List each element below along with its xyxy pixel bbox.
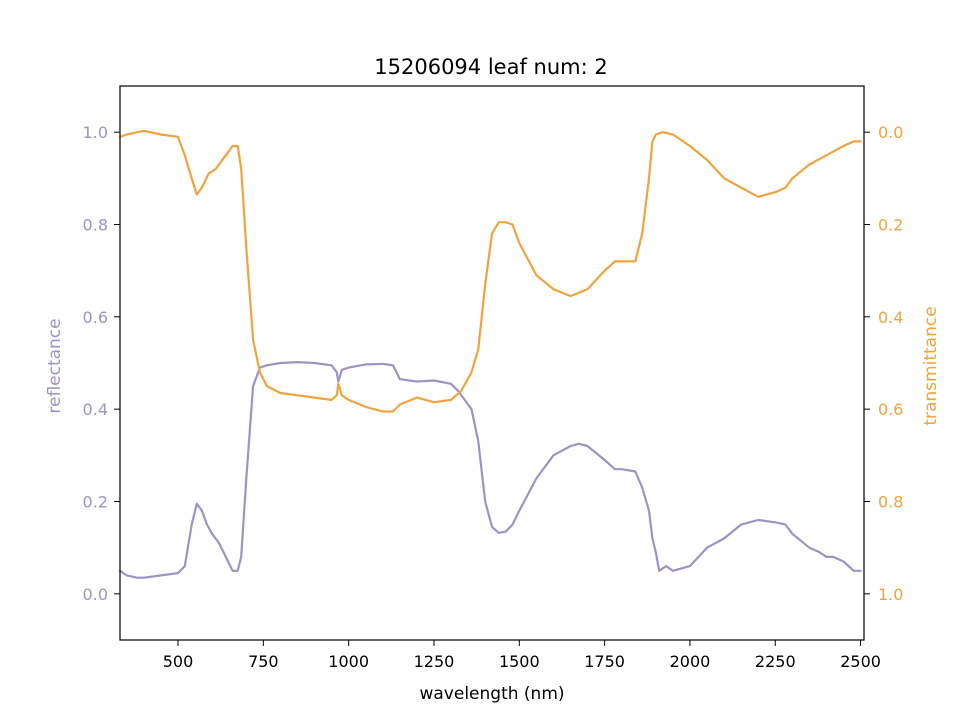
reflectance-series-line <box>118 361 862 579</box>
x-tick-label: 2250 <box>755 652 796 671</box>
left-tick-label: 0.2 <box>83 493 108 512</box>
x-tick-label: 2000 <box>670 652 711 671</box>
right-tick-label: 1.0 <box>878 585 903 604</box>
x-tick-label: 750 <box>248 652 279 671</box>
chart-title: 15206094 leaf num: 2 <box>374 55 607 79</box>
x-tick-label: 1250 <box>414 652 455 671</box>
left-tick-label: 0.6 <box>83 308 108 327</box>
x-tick-label: 500 <box>163 652 194 671</box>
transmittance-series-line <box>118 129 862 413</box>
right-tick-label: 0.4 <box>878 308 903 327</box>
right-tick-label: 0.0 <box>878 123 903 142</box>
left-tick-label: 1.0 <box>83 123 108 142</box>
plot-lines <box>118 129 862 579</box>
x-tick-label: 1500 <box>499 652 540 671</box>
plot-frame <box>119 85 865 641</box>
left-tick-label: 0.4 <box>83 400 108 419</box>
right-axis: 0.0 0.2 0.4 0.6 0.8 1.0 <box>864 123 903 604</box>
x-tick-label: 2500 <box>840 652 881 671</box>
right-tick-label: 0.2 <box>878 216 903 235</box>
left-tick-label: 0.0 <box>83 585 108 604</box>
right-tick-label: 0.6 <box>878 400 903 419</box>
x-axis-label: wavelength (nm) <box>419 684 564 704</box>
left-axis: 0.0 0.2 0.4 0.6 0.8 1.0 <box>83 123 120 604</box>
left-axis-label: reflectance <box>45 318 65 413</box>
left-tick-label: 0.8 <box>83 216 108 235</box>
x-tick-label: 1000 <box>328 652 369 671</box>
right-tick-label: 0.8 <box>878 493 903 512</box>
x-tick-label: 1750 <box>584 652 625 671</box>
right-axis-label: transmittance <box>921 306 941 425</box>
x-axis: 500 750 1000 1250 1500 1750 2000 2250 2500 <box>163 640 881 671</box>
